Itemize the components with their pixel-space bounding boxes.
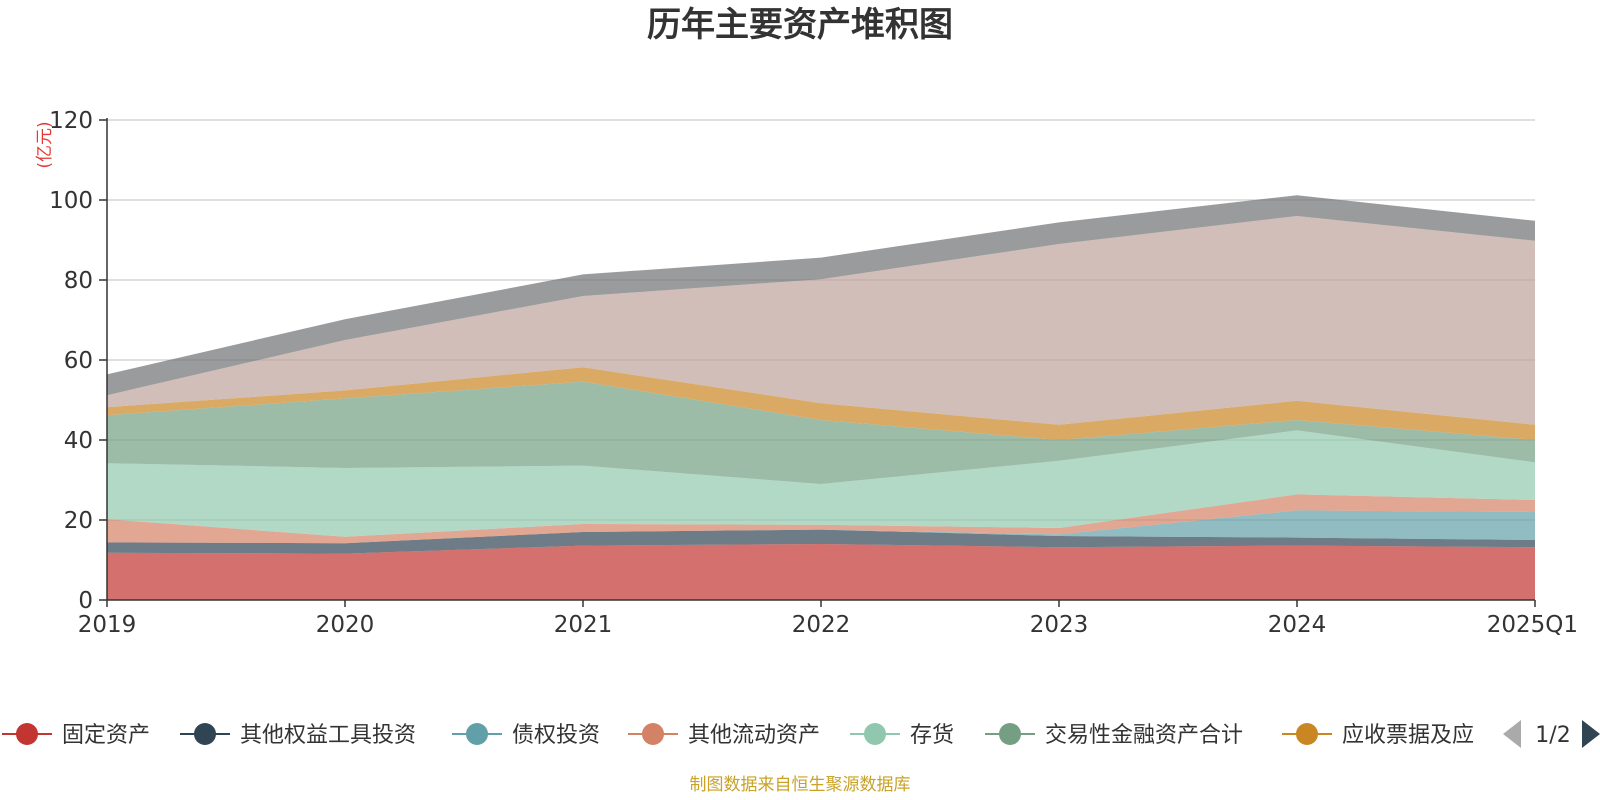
area-series-3 [107, 494, 1535, 544]
legend: 固定资产 其他权益工具投资 债权投资 其他流动资产 存货 交易性金融资产合计 应收票据及应 [2, 723, 1474, 748]
area-series-7 [107, 216, 1535, 425]
y-tick-label: 20 [64, 508, 93, 534]
area-series-0 [107, 544, 1535, 600]
legend-label: 交易性金融资产合计 [1045, 723, 1243, 748]
y-tick-label: 60 [64, 348, 93, 374]
legend-item-3[interactable]: 其他流动资产 [628, 723, 820, 748]
legend-item-4[interactable]: 存货 [850, 723, 954, 748]
y-axis-unit-label: (亿元) [35, 121, 55, 168]
legend-item-1[interactable]: 其他权益工具投资 [180, 723, 416, 748]
legend-swatch-icon [194, 723, 216, 745]
source-note: 制图数据来自恒生聚源数据库 [690, 775, 911, 795]
legend-pager: 1/2 [1503, 720, 1600, 748]
legend-label: 债权投资 [512, 723, 600, 748]
x-tick-label: 2021 [554, 612, 613, 638]
y-tick-label: 0 [78, 588, 93, 614]
legend-item-0[interactable]: 固定资产 [2, 723, 150, 748]
area-series-2 [107, 510, 1535, 544]
legend-swatch-icon [864, 723, 886, 745]
axes: 0 20 40 60 80 100 120 2019 2020 2021 2022 2023 2024 2… [49, 108, 1578, 638]
legend-item-6[interactable]: 应收票据及应 [1282, 723, 1474, 748]
legend-label: 应收票据及应 [1342, 723, 1474, 748]
legend-swatch-icon [642, 723, 664, 745]
x-tick-label: 2025Q1 [1487, 612, 1578, 638]
legend-label: 存货 [910, 723, 954, 748]
x-tick-label: 2024 [1268, 612, 1327, 638]
area-series-group [107, 195, 1535, 600]
chart-title: 历年主要资产堆积图 [647, 5, 953, 45]
legend-swatch-icon [16, 723, 38, 745]
x-tick-label: 2022 [792, 612, 851, 638]
x-tick-label: 2023 [1030, 612, 1089, 638]
legend-next-page-icon[interactable] [1582, 720, 1600, 748]
legend-label: 固定资产 [62, 723, 150, 748]
legend-page-indicator: 1/2 [1535, 723, 1570, 748]
legend-prev-page-icon[interactable] [1503, 720, 1521, 748]
y-tick-label: 40 [64, 428, 93, 454]
legend-label: 其他流动资产 [688, 723, 820, 748]
legend-item-2[interactable]: 债权投资 [452, 723, 600, 748]
x-tick-label: 2020 [316, 612, 375, 638]
legend-item-5[interactable]: 交易性金融资产合计 [985, 723, 1243, 748]
area-series-5 [107, 381, 1535, 484]
area-series-8 [107, 195, 1535, 396]
y-tick-label: 80 [64, 268, 93, 294]
legend-swatch-icon [1296, 723, 1318, 745]
legend-label: 其他权益工具投资 [240, 723, 416, 748]
legend-swatch-icon [999, 723, 1021, 745]
area-series-4 [107, 430, 1535, 537]
x-tick-label: 2019 [78, 612, 137, 638]
y-tick-label: 100 [49, 188, 93, 214]
area-series-6 [107, 367, 1535, 440]
legend-swatch-icon [466, 723, 488, 745]
area-series-1 [107, 529, 1535, 554]
y-tick-label: 120 [49, 108, 93, 134]
